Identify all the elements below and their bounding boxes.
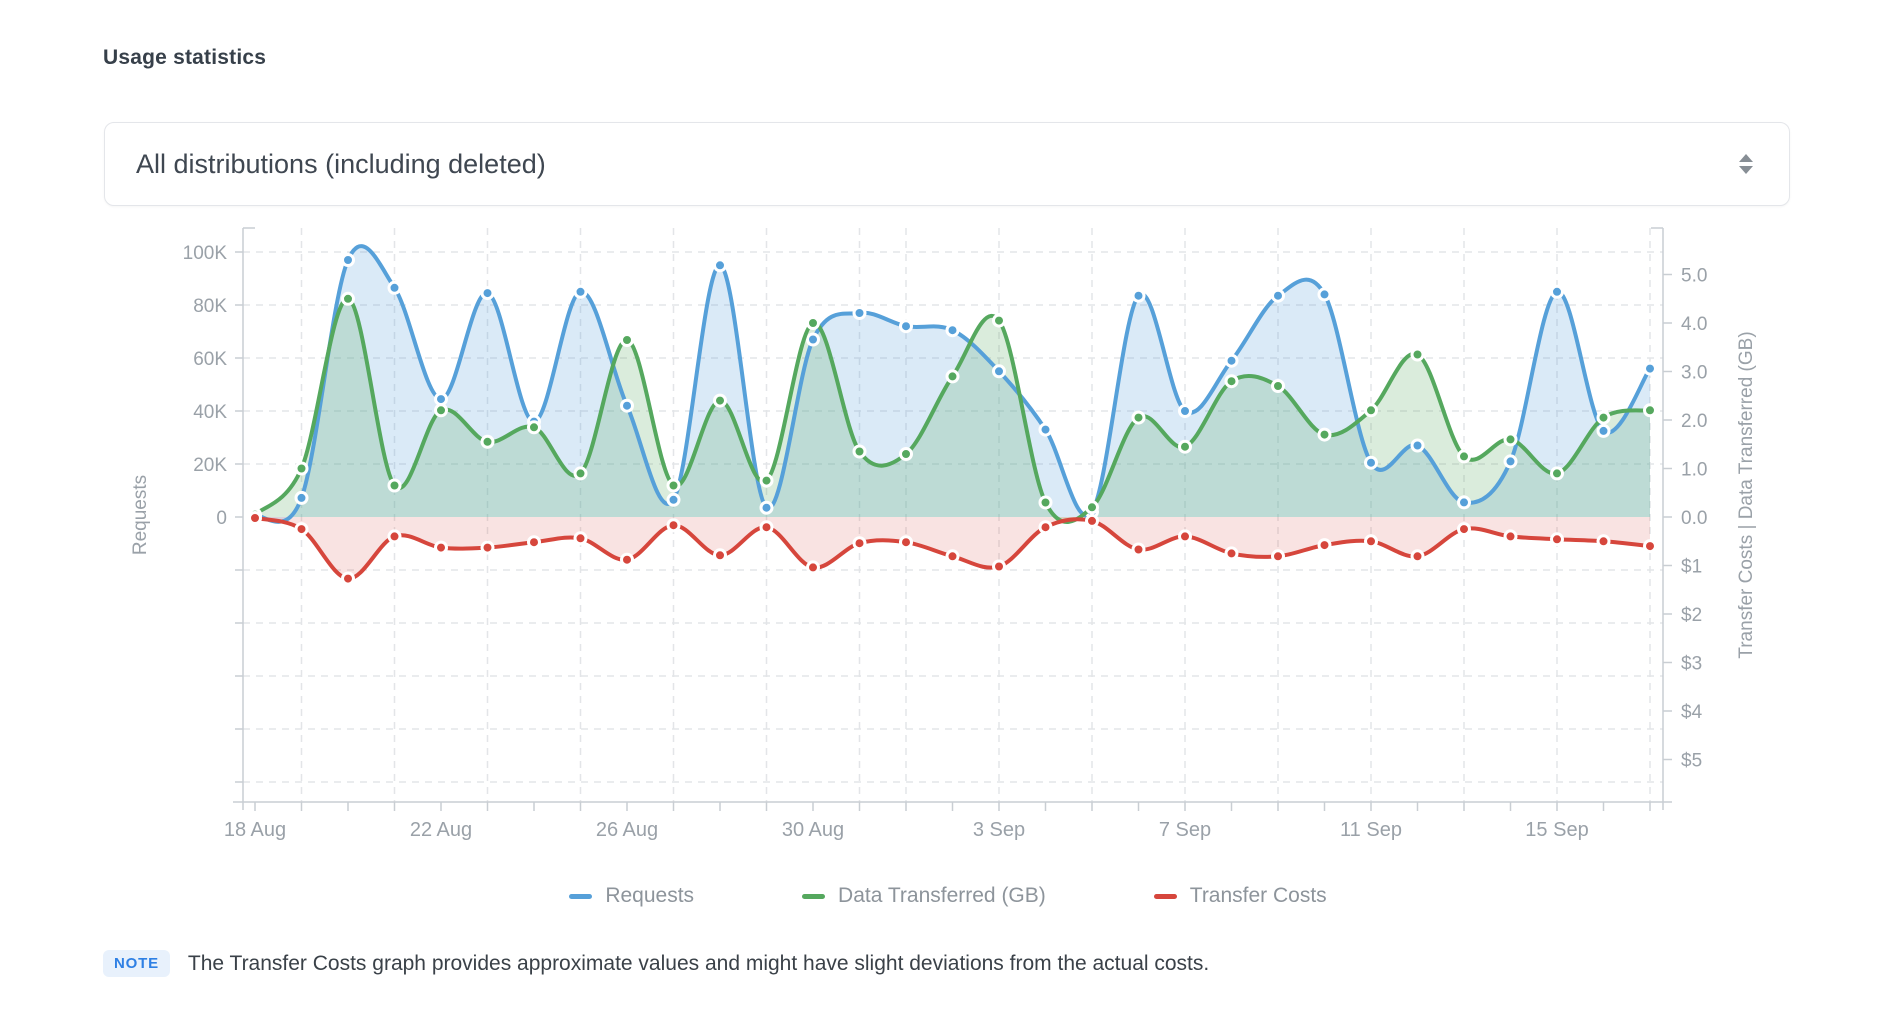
horizontal-gridlines — [243, 251, 1663, 783]
svg-text:7 Sep: 7 Sep — [1159, 819, 1211, 841]
legend-item-requests[interactable]: Requests — [569, 884, 694, 908]
legend-dash-icon — [802, 893, 826, 899]
svg-text:2.0: 2.0 — [1681, 411, 1707, 432]
svg-text:15 Sep: 15 Sep — [1525, 819, 1588, 841]
svg-text:0.0: 0.0 — [1681, 508, 1707, 529]
usage-chart[interactable]: 100K 80K 60K 40K 20K 0 Requests 5.0 4.0 3.0 2.0 1.0… — [0, 210, 1896, 860]
svg-text:3 Sep: 3 Sep — [973, 819, 1025, 841]
svg-text:1.0: 1.0 — [1681, 460, 1707, 481]
up-down-arrows-icon — [1739, 154, 1753, 174]
data-transferred-gb-points[interactable] — [248, 291, 1657, 522]
svg-text:$5: $5 — [1681, 751, 1702, 772]
svg-text:22 Aug: 22 Aug — [410, 819, 472, 841]
svg-text:30 Aug: 30 Aug — [782, 819, 844, 841]
left-axis-title: Requests — [130, 475, 151, 555]
data-transferred-gb-area — [255, 298, 1650, 522]
left-axis: 100K 80K 60K 40K 20K 0 Requests — [130, 227, 255, 810]
legend-label: Data Transferred (GB) — [838, 884, 1046, 907]
svg-text:80K: 80K — [193, 296, 227, 317]
distribution-select-value: All distributions (including deleted) — [136, 148, 546, 179]
legend-label: Requests — [605, 884, 695, 907]
svg-text:11 Sep: 11 Sep — [1340, 819, 1402, 841]
legend-label: Transfer Costs — [1189, 884, 1327, 907]
svg-text:26 Aug: 26 Aug — [596, 819, 658, 841]
svg-text:18 Aug: 18 Aug — [224, 819, 286, 841]
svg-text:$2: $2 — [1681, 605, 1702, 626]
svg-text:3.0: 3.0 — [1681, 363, 1707, 384]
svg-text:100K: 100K — [183, 243, 228, 264]
legend-item-data-transferred-gb[interactable]: Data Transferred (GB) — [802, 884, 1046, 908]
right-axis: 5.0 4.0 3.0 2.0 1.0 0.0 $1 $2 $3 $4 $5 Transfer Cos… — [1651, 227, 1757, 810]
chart-legend: Requests Data Transferred (GB) Transfer Co… — [0, 884, 1896, 908]
svg-text:5.0: 5.0 — [1681, 266, 1707, 287]
svg-text:$3: $3 — [1681, 654, 1702, 675]
legend-item-transfer-costs[interactable]: Transfer Costs — [1153, 884, 1327, 908]
transfer-costs-points[interactable] — [248, 511, 1657, 586]
svg-text:$1: $1 — [1681, 557, 1702, 578]
usage-chart-svg[interactable]: 100K 80K 60K 40K 20K 0 Requests 5.0 4.0 3.0 2.0 1.0… — [0, 210, 1896, 860]
svg-text:40K: 40K — [193, 402, 227, 423]
right-axis-title: Transfer Costs | Data Transferred (GB) — [1736, 331, 1757, 658]
requests-area — [255, 246, 1650, 522]
svg-text:0: 0 — [216, 508, 227, 529]
transfer-costs-area — [255, 517, 1650, 579]
note-text: The Transfer Costs graph provides approx… — [187, 951, 1210, 975]
note-badge: NOTE — [103, 950, 170, 977]
note: NOTE The Transfer Costs graph provides a… — [103, 950, 1209, 977]
page-title: Usage statistics — [103, 46, 267, 69]
legend-dash-icon — [1153, 893, 1177, 899]
legend-dash-icon — [569, 893, 593, 899]
svg-text:$4: $4 — [1681, 702, 1703, 723]
distribution-select[interactable]: All distributions (including deleted) — [104, 122, 1790, 206]
svg-text:60K: 60K — [193, 349, 227, 370]
svg-text:4.0: 4.0 — [1681, 314, 1707, 335]
svg-text:20K: 20K — [193, 455, 227, 476]
x-axis: 18 Aug 22 Aug 26 Aug 30 Aug 3 Sep 7 Sep 11 Sep… — [224, 801, 1672, 841]
